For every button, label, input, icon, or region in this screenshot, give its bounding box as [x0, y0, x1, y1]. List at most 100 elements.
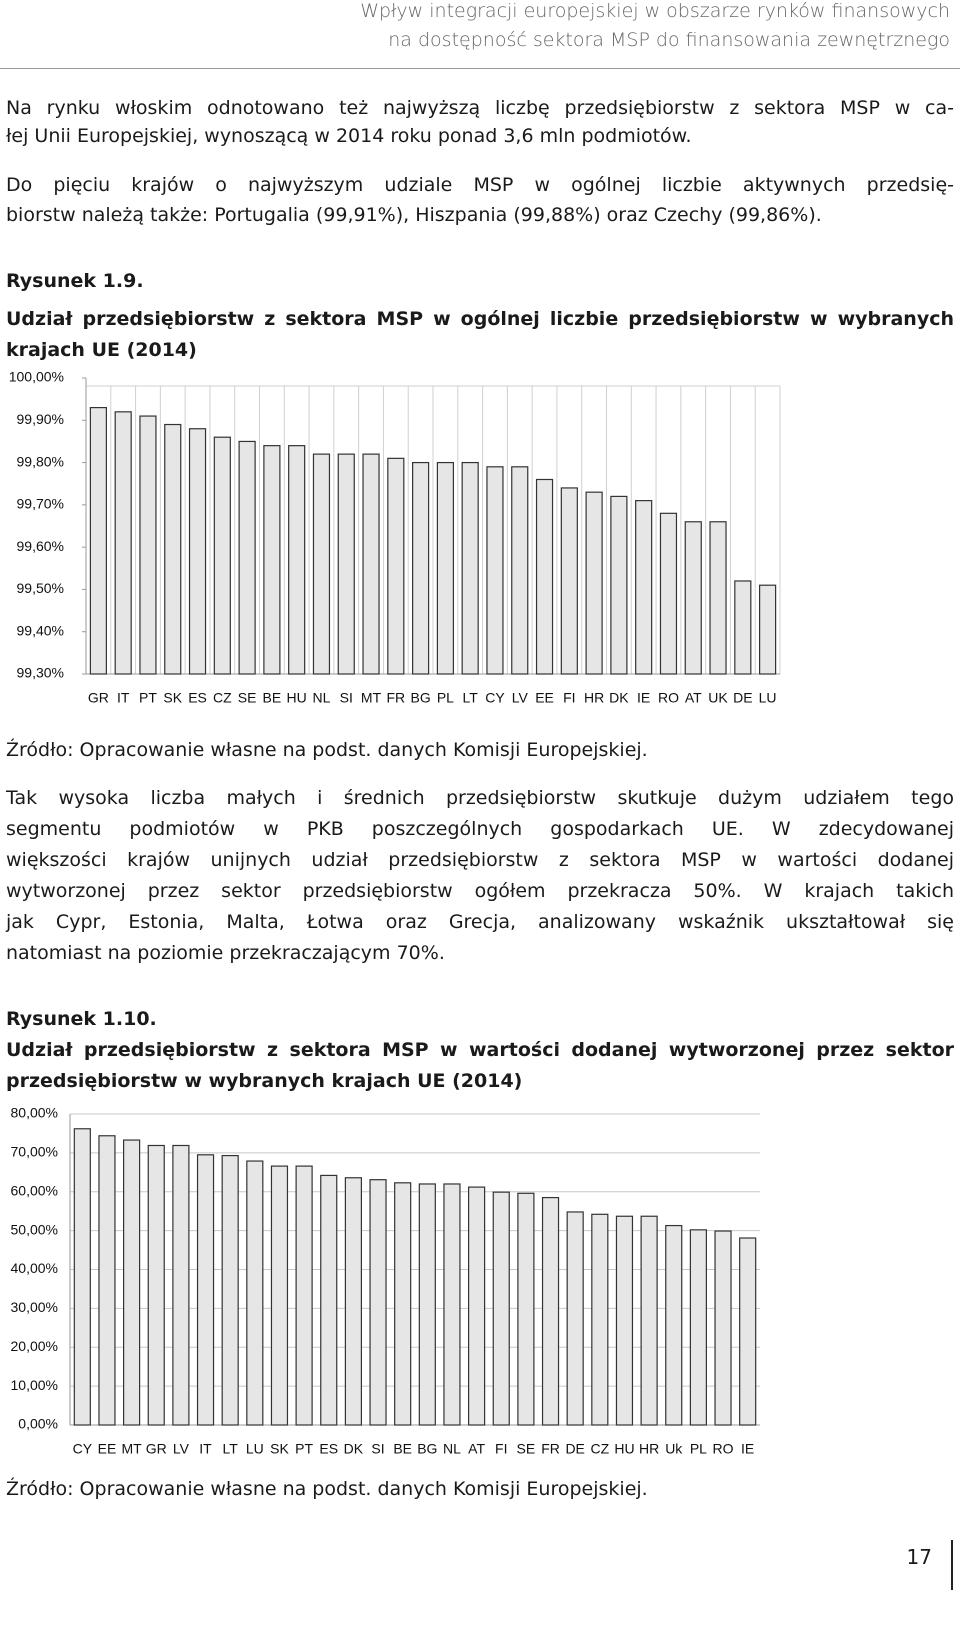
x-tick-label: GR — [146, 1441, 167, 1457]
x-tick-label: MT — [361, 690, 382, 706]
bar — [387, 457, 405, 675]
x-tick-label: FR — [541, 1441, 560, 1457]
bar — [709, 521, 727, 675]
x-tick-label: LV — [173, 1441, 190, 1457]
page-number: 17 — [906, 1545, 932, 1569]
figure-source: Źródło: Opracowanie własne na podst. dan… — [6, 1478, 648, 1500]
x-tick-label: CY — [73, 1441, 93, 1457]
bar — [486, 466, 504, 675]
bar — [759, 584, 777, 675]
bar — [734, 580, 752, 675]
x-tick-label: AT — [468, 1441, 485, 1457]
bar — [468, 1186, 486, 1426]
bar — [295, 1165, 313, 1426]
y-tick-label: 99,70% — [17, 496, 64, 512]
x-tick-label: BG — [410, 690, 430, 706]
y-tick-label: 99,30% — [17, 665, 64, 681]
x-tick-label: SE — [517, 1441, 536, 1457]
x-tick-label: FR — [386, 690, 405, 706]
figure-title: Udział przedsiębiorstw z sektora MSP w w… — [6, 1039, 954, 1092]
bar — [188, 428, 207, 675]
bar — [320, 1174, 338, 1426]
header-line: na dostępność sektora MSP do finansowani… — [388, 29, 950, 51]
bar — [461, 461, 479, 675]
y-tick-label: 100,00% — [9, 369, 64, 385]
bar — [337, 453, 355, 675]
y-tick-label: 99,80% — [17, 453, 64, 469]
paragraph-line: segmentu podmiotów w PKB poszczególnych … — [6, 818, 954, 840]
bar — [635, 500, 653, 675]
bar — [394, 1182, 412, 1426]
paragraph-line: jak Cypr, Estonia, Malta, Łotwa oraz Gre… — [6, 911, 954, 933]
x-tick-label: LU — [246, 1441, 264, 1457]
y-tick-label: 99,90% — [17, 411, 64, 427]
paragraph-line: Na rynku włoskim odnotowano też najwyższ… — [6, 97, 954, 119]
bar — [344, 1177, 362, 1426]
bar — [566, 1211, 584, 1426]
x-tick-label: HU — [614, 1441, 634, 1457]
paragraph-line: natomiast na poziomie przekraczającym 70… — [6, 942, 445, 964]
y-tick-label: 10,00% — [11, 1377, 58, 1393]
y-tick-label: 80,00% — [11, 1105, 58, 1121]
x-tick-label: BG — [417, 1441, 437, 1457]
x-tick-label: BE — [393, 1441, 412, 1457]
bar — [659, 512, 678, 675]
bar — [535, 478, 554, 675]
x-tick-label: IE — [637, 690, 650, 706]
bar — [213, 436, 231, 675]
bar — [436, 461, 454, 675]
bar — [196, 1154, 215, 1426]
bar — [89, 406, 107, 675]
x-tick-label: FI — [495, 1441, 507, 1457]
x-tick-label: MT — [121, 1441, 142, 1457]
bar — [362, 453, 380, 675]
bar — [665, 1224, 683, 1426]
x-tick-label: PL — [437, 690, 454, 706]
y-tick-label: 30,00% — [11, 1299, 58, 1315]
figure-source: Źródło: Opracowanie własne na podst. dan… — [6, 739, 648, 761]
x-tick-label: IE — [741, 1441, 754, 1457]
x-tick-label: IT — [117, 690, 130, 706]
y-tick-label: 99,50% — [17, 580, 64, 596]
bar — [443, 1183, 461, 1426]
bar — [517, 1192, 535, 1426]
y-tick-label: 20,00% — [11, 1338, 58, 1354]
y-tick-label: 60,00% — [11, 1182, 58, 1198]
x-tick-label: BE — [263, 690, 282, 706]
chart: 99,30% 99,40% 99,50% 99,60% 99,70% 99,80% 99,9… — [9, 369, 781, 706]
page-number-bar — [951, 1540, 953, 1590]
bar — [164, 423, 182, 675]
y-tick-label: 99,40% — [17, 622, 64, 638]
paragraph-line: łej Unii Europejskiej, wynoszącą w 2014 … — [6, 125, 692, 147]
x-tick-label: DE — [565, 1441, 584, 1457]
chart: 0,00% 10,00% 20,00% 30,00% 40,00% 50,00% 60,00… — [11, 1105, 760, 1457]
x-tick-label: CZ — [590, 1441, 609, 1457]
x-tick-label: HR — [584, 690, 604, 706]
x-tick-label: SI — [340, 690, 353, 706]
paragraph-line: biorstw należą także: Portugalia (99,91%… — [6, 204, 822, 226]
y-tick-label: 50,00% — [11, 1221, 58, 1237]
bar — [585, 491, 603, 675]
figure-title: Udział przedsiębiorstw z sektora MSP w o… — [6, 308, 954, 361]
bar — [689, 1229, 707, 1426]
y-tick-label: 0,00% — [18, 1416, 58, 1432]
bar — [739, 1237, 757, 1426]
x-tick-label: RO — [658, 690, 679, 706]
x-tick-label: UK — [708, 690, 728, 706]
y-tick-label: 40,00% — [11, 1260, 58, 1276]
x-tick-label: EE — [98, 1441, 117, 1457]
bar — [640, 1215, 658, 1426]
paragraph-line: Do pięciu krajów o najwyższym udziale MS… — [6, 174, 954, 196]
x-tick-label: EE — [535, 690, 554, 706]
bar — [221, 1154, 239, 1426]
x-tick-label: LT — [223, 1441, 239, 1457]
x-tick-label: PL — [690, 1441, 707, 1457]
x-tick-label: GR — [88, 690, 109, 706]
bar — [139, 415, 157, 675]
paragraph-line: Tak wysoka liczba małych i średnich prze… — [6, 787, 954, 809]
header-line: Wpływ integracji europejskiej w obszarze… — [360, 0, 950, 22]
bar — [591, 1213, 609, 1426]
bar — [714, 1230, 732, 1426]
bar — [560, 487, 578, 675]
bar — [369, 1179, 387, 1426]
